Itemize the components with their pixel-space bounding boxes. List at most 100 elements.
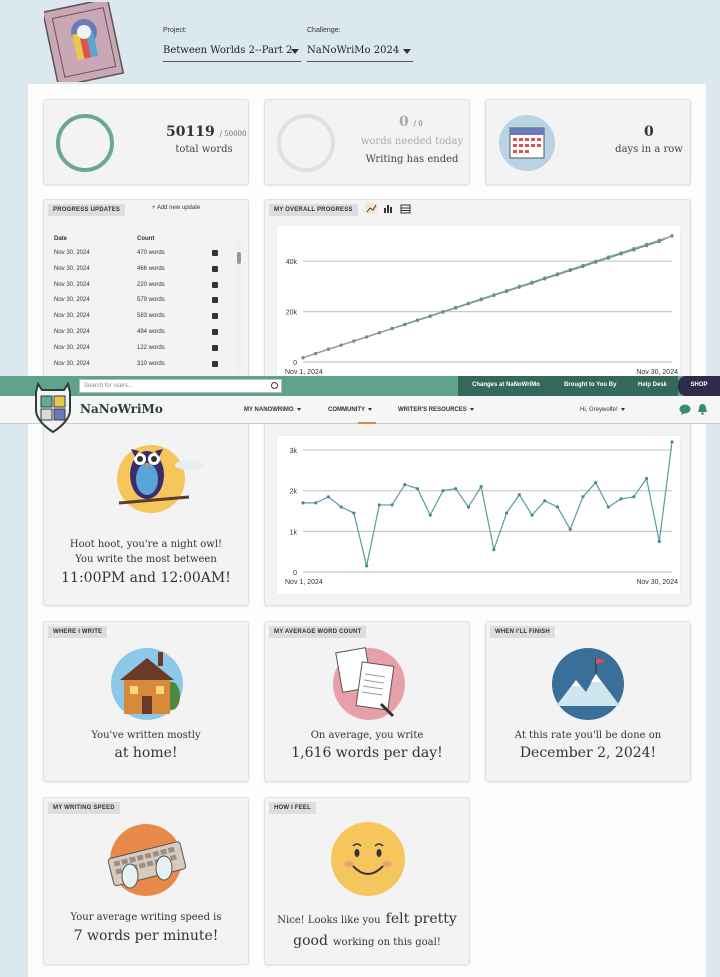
data-point[interactable] [543, 276, 547, 280]
trash-icon[interactable] [212, 328, 218, 335]
data-point[interactable] [504, 289, 509, 293]
data-point[interactable] [492, 548, 496, 552]
data-point[interactable] [365, 564, 369, 568]
table-icon[interactable] [400, 204, 411, 214]
row-date: Nov 30, 2024 [54, 281, 90, 288]
brand-name[interactable]: NaNoWriMo [80, 402, 163, 416]
data-point[interactable] [670, 440, 674, 444]
search-users-input[interactable]: Search for users... [79, 379, 282, 393]
data-point[interactable] [657, 539, 661, 544]
data-point[interactable] [568, 527, 572, 531]
project-select[interactable]: Between Worlds 2--Part 2 [163, 40, 301, 62]
data-point[interactable] [339, 343, 343, 347]
chat-icon[interactable] [679, 404, 691, 415]
data-point[interactable] [390, 326, 394, 331]
data-point[interactable] [314, 352, 318, 356]
search-icon[interactable] [271, 382, 278, 389]
trash-icon[interactable] [212, 313, 218, 320]
menu-writers-resources[interactable]: WRITER'S RESOURCES [398, 407, 474, 413]
site-navbar: Search for users... Changes at NaNoWriMo… [0, 376, 720, 426]
data-point[interactable] [441, 489, 445, 493]
data-point[interactable] [492, 293, 496, 297]
data-point[interactable] [377, 503, 381, 507]
data-point[interactable] [504, 511, 509, 515]
data-point[interactable] [479, 297, 483, 301]
data-point[interactable] [326, 495, 331, 499]
data-point[interactable] [466, 301, 471, 305]
data-point[interactable] [644, 476, 649, 481]
data-point[interactable] [632, 495, 636, 499]
progress-updates-tag: PROGRESS UPDATES [48, 204, 126, 216]
project-cover-image[interactable] [44, 2, 128, 82]
data-point[interactable] [581, 495, 585, 499]
updates-scrollbar[interactable] [236, 240, 242, 374]
menu-my-nanowrimo[interactable]: MY NANOWRIMO [244, 407, 301, 413]
data-point[interactable] [530, 513, 534, 517]
data-point[interactable] [301, 356, 305, 360]
data-point[interactable] [377, 330, 381, 335]
data-point[interactable] [352, 511, 356, 515]
data-point[interactable] [657, 238, 661, 242]
data-point[interactable] [644, 242, 649, 246]
data-point[interactable] [619, 251, 623, 255]
data-point[interactable] [326, 347, 331, 351]
data-point[interactable] [606, 255, 610, 259]
data-point[interactable] [517, 284, 521, 288]
data-point[interactable] [670, 234, 674, 238]
trash-icon[interactable] [212, 297, 218, 304]
challenge-select[interactable]: NaNoWriMo 2024 [307, 40, 413, 62]
data-point[interactable] [606, 505, 610, 509]
data-point[interactable] [555, 272, 560, 276]
trash-icon[interactable] [212, 250, 218, 256]
add-update-button[interactable]: + Add new update [152, 205, 201, 211]
data-point[interactable] [428, 513, 432, 517]
data-point[interactable] [517, 493, 521, 497]
trash-icon[interactable] [212, 360, 218, 367]
progress-ring-empty-icon [277, 114, 335, 172]
data-point[interactable] [403, 322, 407, 326]
data-point[interactable] [428, 314, 432, 318]
shop-button[interactable]: SHOP [678, 376, 720, 396]
data-point[interactable] [339, 505, 343, 509]
link-brought-to-you[interactable]: Brought to You By [564, 382, 617, 388]
data-point[interactable] [352, 339, 356, 343]
y-tick-label: 40k [286, 259, 298, 266]
night-owl-time: 11:00PM and 12:00AM! [61, 570, 231, 586]
cumulative-line-chart: 0 20k 40k Nov 1, 2024 Nov 30, 2024 [285, 234, 678, 376]
data-point[interactable] [403, 483, 407, 487]
nanowrimo-logo-icon[interactable] [32, 380, 74, 434]
data-point[interactable] [555, 505, 560, 509]
data-point[interactable] [568, 267, 572, 272]
link-help-desk[interactable]: Help Desk [638, 382, 668, 388]
trash-icon[interactable] [212, 344, 218, 351]
data-point[interactable] [594, 259, 598, 263]
data-point[interactable] [632, 247, 636, 251]
data-point[interactable] [441, 310, 445, 314]
data-point[interactable] [581, 263, 585, 268]
data-point[interactable] [594, 480, 598, 485]
menu-community[interactable]: COMMUNITY [328, 407, 372, 413]
data-point[interactable] [415, 487, 420, 491]
progress-updates-card: PROGRESS UPDATES + Add new update Date C… [43, 199, 249, 379]
data-point[interactable] [301, 501, 305, 505]
line-chart-icon[interactable] [365, 203, 377, 214]
user-menu[interactable]: Hi, Greywolfe! [580, 407, 625, 413]
data-point[interactable] [479, 485, 483, 489]
data-point[interactable] [530, 280, 534, 284]
data-point[interactable] [454, 305, 458, 309]
bell-icon[interactable] [697, 403, 708, 415]
data-point[interactable] [619, 497, 623, 501]
data-point[interactable] [454, 487, 458, 491]
data-point[interactable] [415, 318, 420, 322]
trash-icon[interactable] [212, 281, 218, 288]
data-point[interactable] [390, 503, 394, 507]
data-point[interactable] [466, 505, 471, 509]
trash-icon[interactable] [212, 265, 218, 272]
scrollbar-thumb[interactable] [237, 252, 241, 264]
data-point[interactable] [543, 499, 547, 503]
bar-chart-icon[interactable] [384, 205, 392, 213]
row-date: Nov 30, 2024 [54, 344, 90, 351]
data-point[interactable] [365, 335, 369, 339]
link-changes[interactable]: Changes at NaNoWriMo [472, 382, 540, 388]
data-point[interactable] [314, 501, 318, 505]
